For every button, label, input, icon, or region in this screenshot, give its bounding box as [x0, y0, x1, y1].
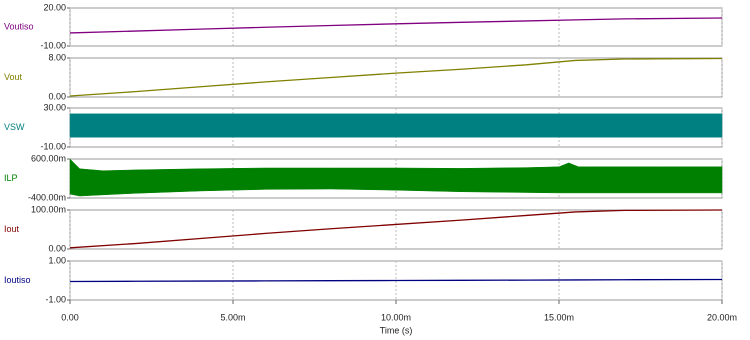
y-tick-label: -1.00 [45, 294, 66, 304]
series-line [69, 17, 723, 34]
x-tick-label: 10.00m [381, 312, 411, 322]
y-tick-label: -400.00m [28, 192, 66, 202]
x-tick-label: 0.00 [61, 312, 79, 322]
x-tick-label: 20.00m [707, 312, 737, 322]
y-tick-label: 30.00 [43, 102, 66, 112]
x-tick-label: 5.00m [220, 312, 245, 322]
y-tick-label: 0.00 [48, 243, 66, 253]
x-axis-label: Time (s) [380, 325, 413, 335]
y-tick-label: 8.00 [48, 52, 66, 62]
y-tick-label: 600.00m [31, 153, 66, 163]
x-tick-label: 15.00m [544, 312, 574, 322]
y-tick-label: 1.00 [48, 255, 66, 265]
series-band [69, 113, 723, 138]
series-name: Vout [4, 72, 23, 82]
y-tick-label: 100.00m [31, 204, 66, 214]
y-tick-label: 0.00 [48, 91, 66, 101]
series-line [69, 209, 723, 249]
series-name: Voutiso [4, 21, 34, 31]
series-line [69, 278, 723, 283]
y-tick-label: -10.00 [40, 40, 66, 50]
series-name: Iout [4, 224, 20, 234]
series-name: Ioutiso [4, 275, 31, 285]
y-tick-label: -10.00 [40, 141, 66, 151]
y-tick-label: 20.00 [43, 2, 66, 12]
series-name: ILP [4, 173, 18, 183]
series-band [69, 158, 723, 197]
series-name: VSW [4, 122, 25, 132]
series-line [69, 57, 723, 97]
